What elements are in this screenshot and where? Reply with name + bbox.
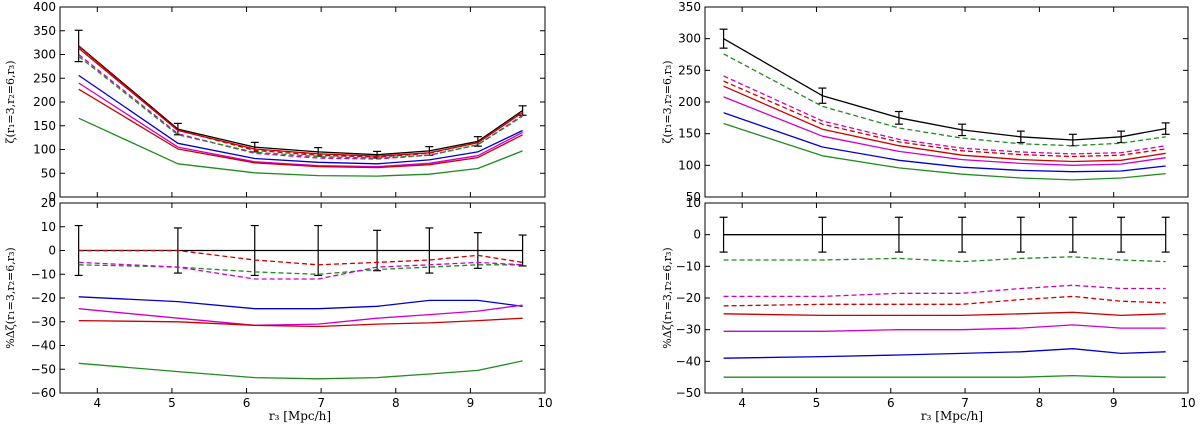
series-line-left-top-2: [78, 45, 523, 158]
y-tick-label-right-top-100: 100: [678, 158, 701, 172]
x-tick-label-left-bottom-6: 6: [243, 396, 251, 410]
series-line-right-bottom-1: [723, 256, 1166, 263]
x-tick-label-right-bottom-10: 10: [1180, 396, 1195, 410]
y-tick-label-right-top-250: 250: [678, 63, 701, 77]
x-tick-label-right-bottom-6: 6: [887, 396, 895, 410]
y-tick-label-left-top-250: 250: [33, 71, 56, 85]
series-line-right-top-4: [723, 85, 1166, 163]
xlabel-right: r₃ [Mpc/h]: [921, 409, 983, 423]
series-line-left-bottom-6: [78, 317, 523, 328]
series-line-left-top-4: [78, 55, 523, 159]
y-tick-label-left-bottom--30: −30: [31, 315, 56, 329]
y-tick-label-right-bottom-10: 10: [686, 196, 701, 210]
y-tick-label-left-bottom--60: −60: [31, 386, 56, 400]
series-line-left-bottom-3: [78, 261, 523, 280]
series-line-left-bottom-5: [78, 304, 523, 326]
y-tick-label-right-bottom-0: 0: [693, 228, 701, 242]
y-tick-label-left-top-350: 350: [33, 24, 56, 38]
y-tick-label-right-bottom--40: −40: [676, 354, 701, 368]
series-line-left-top-5: [78, 74, 523, 165]
y-tick-label-left-bottom-0: 0: [48, 244, 56, 258]
y-tick-label-left-bottom-10: 10: [41, 220, 56, 234]
x-tick-label-right-bottom-5: 5: [813, 396, 821, 410]
y-tick-label-left-top-0: 0: [48, 190, 56, 204]
series-line-left-bottom-2: [78, 264, 523, 275]
y-tick-label-left-top-300: 300: [33, 48, 56, 62]
y-tick-label-left-bottom--50: −50: [31, 362, 56, 376]
series-line-left-top-0: [78, 45, 523, 156]
x-tick-label-right-bottom-7: 7: [961, 396, 969, 410]
axes-frame-right-bottom: [704, 202, 1189, 394]
y-tick-label-left-bottom--10: −10: [31, 267, 56, 281]
series-line-left-top-7: [78, 88, 523, 169]
x-tick-label-right-bottom-4: 4: [738, 396, 746, 410]
y-tick-label-right-top-150: 150: [678, 127, 701, 141]
y-tick-label-left-top-400: 400: [33, 0, 56, 14]
y-tick-label-right-bottom--50: −50: [676, 386, 701, 400]
y-tick-label-left-bottom--20: −20: [31, 291, 56, 305]
y-tick-label-right-top-300: 300: [678, 32, 701, 46]
series-line-right-bottom-6: [723, 348, 1166, 359]
xlabel-left: r₃ [Mpc/h]: [269, 409, 331, 423]
y-tick-label-right-bottom--10: −10: [676, 259, 701, 273]
ylabel-right-bottom: %Δζ(r₁=3,r₂=6,r₃): [661, 247, 674, 348]
series-line-right-bottom-3: [723, 295, 1166, 307]
y-tick-label-right-top-200: 200: [678, 95, 701, 109]
panel-right-bottom: 4 5 6 7 8 9 10 −50 −40 −30 −20 −10 0 10: [676, 196, 1196, 410]
x-tick-label-left-bottom-4: 4: [93, 396, 101, 410]
ylabel-left-top: ζ(r₁=3,r₂=6,r₃): [4, 61, 17, 144]
panel-left-bottom: 4 5 6 7 8 9 10 −60 −50 −40 −30 −20 −10 0 10 20: [31, 196, 553, 410]
y-tick-label-right-top-50: 50: [686, 190, 701, 204]
series-line-right-top-7: [723, 122, 1166, 181]
series-line-left-top-6: [78, 82, 523, 168]
y-tick-label-left-bottom-20: 20: [41, 196, 56, 210]
x-tick-label-left-bottom-5: 5: [168, 396, 176, 410]
series-line-right-top-0: [723, 38, 1166, 141]
series-line-left-bottom-4: [78, 296, 523, 310]
series-line-right-top-5: [723, 96, 1166, 166]
series-line-left-top-3: [78, 53, 523, 160]
series-line-right-top-3: [723, 80, 1166, 158]
series-line-right-top-1: [723, 53, 1166, 147]
series-line-right-top-6: [723, 112, 1166, 173]
x-tick-label-left-bottom-9: 9: [467, 396, 475, 410]
series-line-left-bottom-7: [78, 360, 523, 380]
series-line-right-bottom-4: [723, 311, 1166, 317]
series-line-right-top-2: [723, 75, 1166, 155]
series-line-right-bottom-5: [723, 324, 1166, 332]
panel-left-top: 0 50 100 150 200 250 300 350 400: [33, 0, 546, 204]
x-tick-label-right-bottom-8: 8: [1036, 396, 1044, 410]
series-line-right-bottom-7: [723, 374, 1166, 378]
y-tick-label-right-bottom--20: −20: [676, 291, 701, 305]
y-tick-label-right-bottom--30: −30: [676, 323, 701, 337]
series-line-right-bottom-2: [723, 284, 1166, 298]
y-tick-label-left-top-150: 150: [33, 119, 56, 133]
ylabel-left-bottom: %Δζ(r₁=3,r₂=6,r₃): [4, 247, 17, 348]
y-tick-label-left-bottom--40: −40: [31, 339, 56, 353]
x-tick-label-left-bottom-8: 8: [392, 396, 400, 410]
axes-frame-right-top: [704, 6, 1189, 198]
x-tick-label-left-bottom-10: 10: [537, 396, 552, 410]
y-tick-label-left-top-50: 50: [41, 166, 56, 180]
series-line-left-bottom-1: [78, 249, 523, 266]
y-tick-label-left-top-200: 200: [33, 95, 56, 109]
y-tick-label-left-top-100: 100: [33, 143, 56, 157]
x-tick-label-right-bottom-9: 9: [1110, 396, 1118, 410]
y-tick-label-right-top-350: 350: [678, 0, 701, 14]
panel-right-top: 50 100 150 200 250 300 350: [678, 0, 1189, 204]
ylabel-right-top: ζ(r₁=3,r₂=6,r₃): [661, 61, 674, 144]
series-line-left-top-8: [78, 117, 523, 177]
axes-frame-left-bottom: [59, 202, 546, 394]
x-tick-label-left-bottom-7: 7: [317, 396, 325, 410]
